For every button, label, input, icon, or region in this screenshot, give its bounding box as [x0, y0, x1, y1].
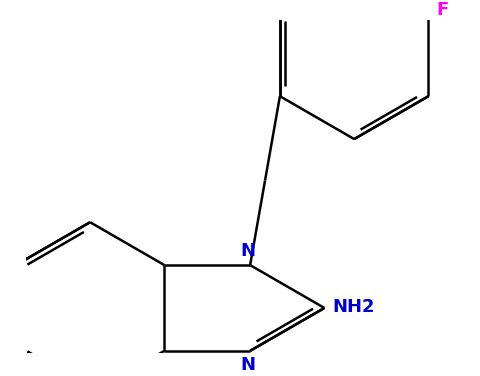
- Text: N: N: [240, 356, 255, 374]
- Text: N: N: [240, 243, 255, 260]
- Text: F: F: [437, 2, 449, 20]
- Text: NH2: NH2: [333, 298, 375, 316]
